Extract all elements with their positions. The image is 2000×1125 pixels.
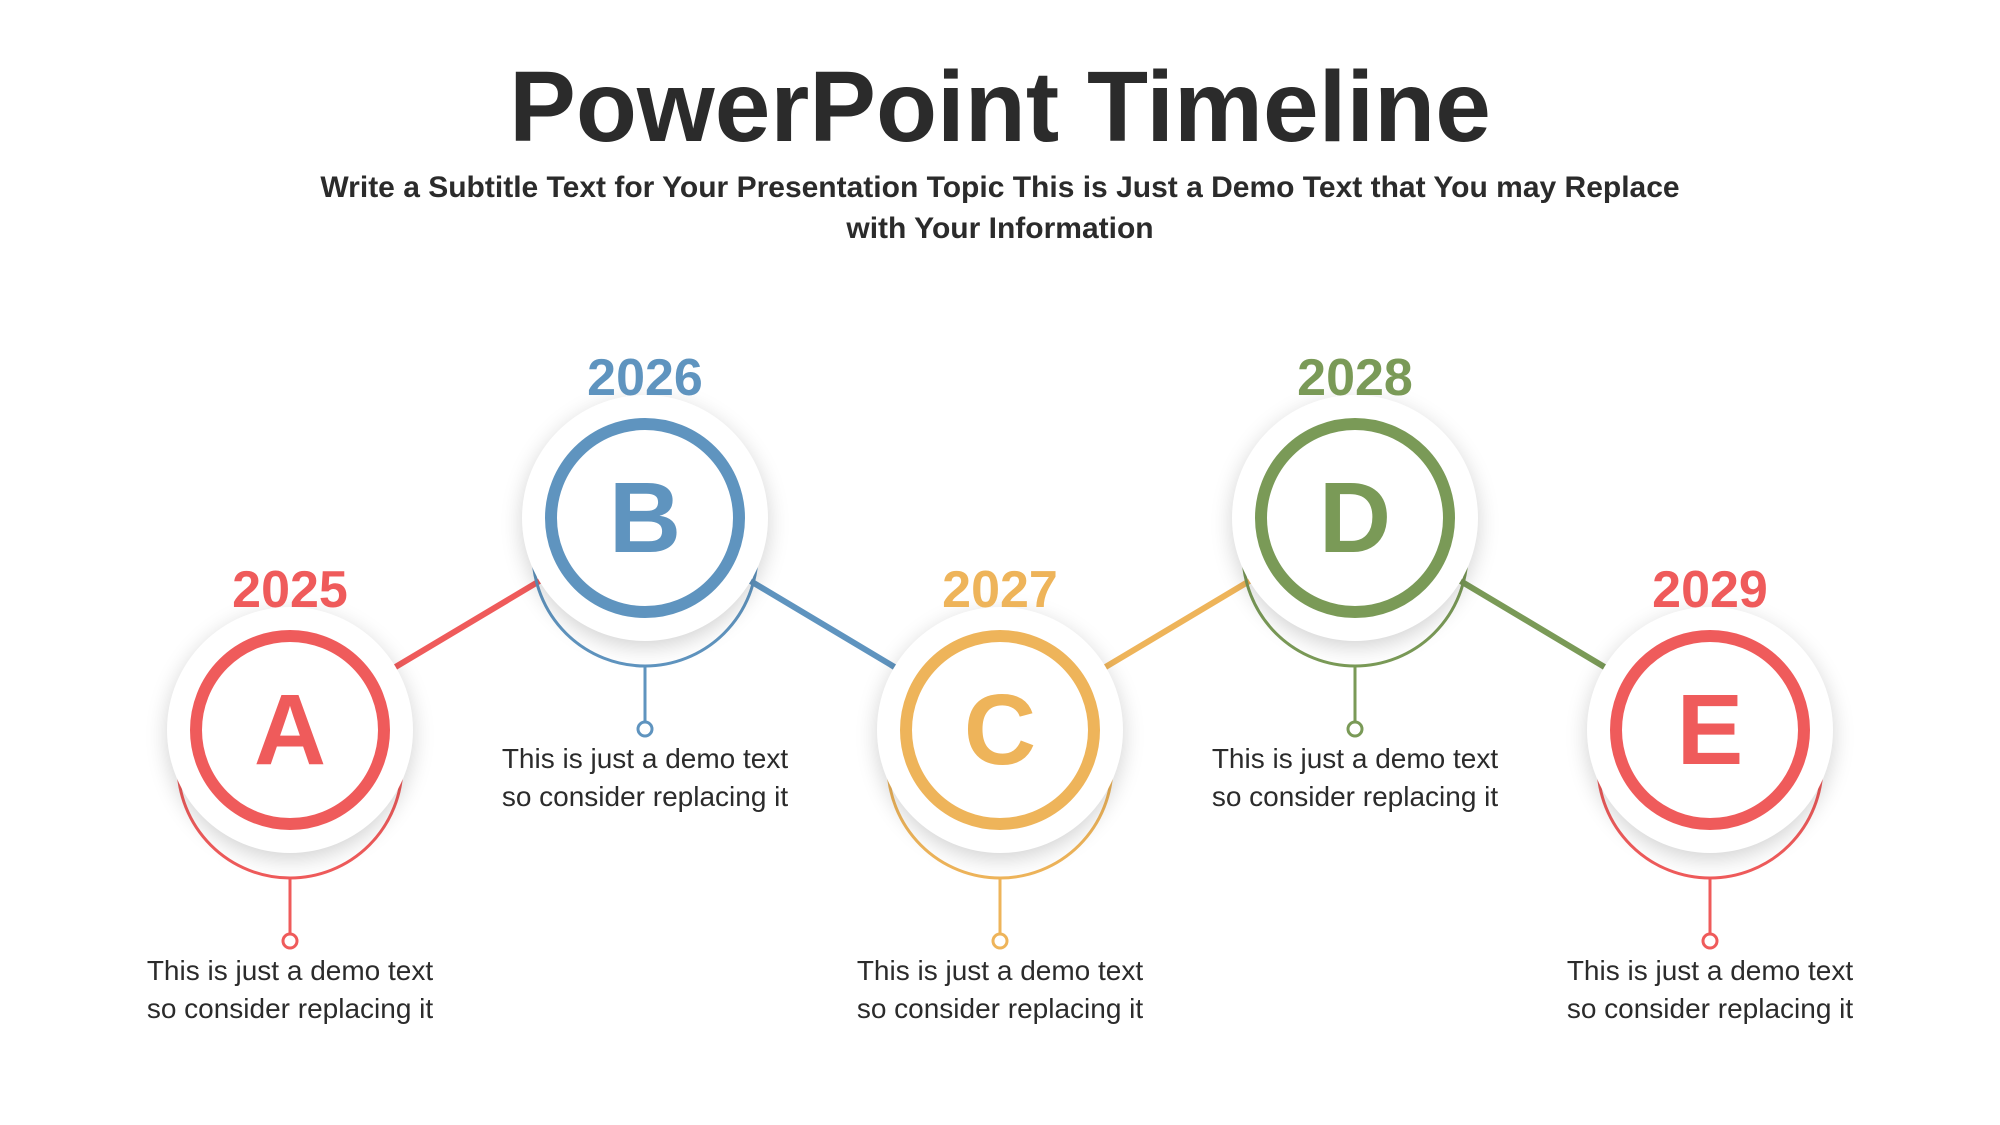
timeline-infographic: PowerPoint Timeline Write a Subtitle Tex…	[0, 0, 2000, 1125]
node-year-label: 2028	[1297, 348, 1413, 408]
node-ring: D	[1255, 418, 1455, 618]
node-letter: B	[609, 468, 681, 568]
timeline-node-d: D	[1232, 395, 1478, 641]
node-year-label: 2027	[942, 560, 1058, 620]
timeline-node-c: C	[877, 607, 1123, 853]
timeline-node-a: A	[167, 607, 413, 853]
node-description: This is just a demo text so consider rep…	[840, 952, 1160, 1028]
node-description: This is just a demo text so consider rep…	[130, 952, 450, 1028]
node-ring: C	[900, 630, 1100, 830]
node-letter: C	[964, 680, 1036, 780]
timeline-node-b: B	[522, 395, 768, 641]
node-description: This is just a demo text so consider rep…	[485, 740, 805, 816]
node-year-label: 2029	[1652, 560, 1768, 620]
node-letter: A	[254, 680, 326, 780]
node-description: This is just a demo text so consider rep…	[1195, 740, 1515, 816]
node-ring: E	[1610, 630, 1810, 830]
node-letter: D	[1319, 468, 1391, 568]
node-description: This is just a demo text so consider rep…	[1550, 952, 1870, 1028]
node-year-label: 2026	[587, 348, 703, 408]
node-letter: E	[1677, 680, 1744, 780]
node-ring: A	[190, 630, 390, 830]
timeline-node-e: E	[1587, 607, 1833, 853]
node-year-label: 2025	[232, 560, 348, 620]
node-ring: B	[545, 418, 745, 618]
